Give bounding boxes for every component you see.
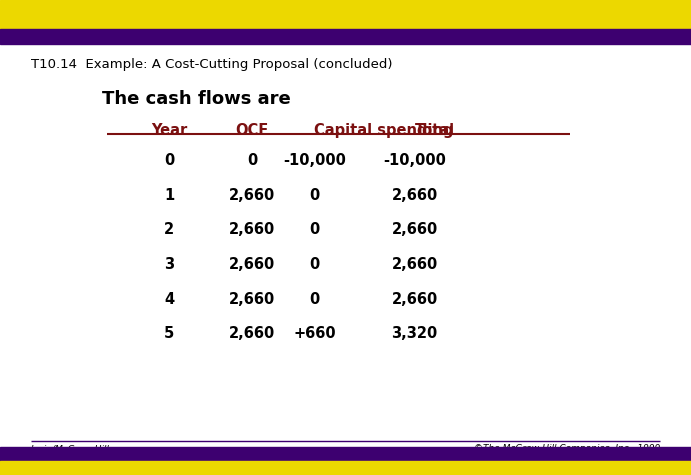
Text: 0: 0	[310, 222, 319, 238]
Text: 2: 2	[164, 222, 174, 238]
Text: T10.14  Example: A Cost-Cutting Proposal (concluded): T10.14 Example: A Cost-Cutting Proposal …	[31, 58, 392, 71]
Text: 2,660: 2,660	[229, 326, 275, 342]
Text: 2,660: 2,660	[229, 292, 275, 307]
Text: -10,000: -10,000	[283, 153, 346, 168]
Text: 2,660: 2,660	[229, 257, 275, 272]
Bar	[0, 446, 691, 461]
Text: -10,000: -10,000	[384, 153, 446, 168]
Text: 1: 1	[164, 188, 174, 203]
Text: 0: 0	[310, 188, 319, 203]
Bar	[0, 29, 691, 44]
Text: 2,660: 2,660	[392, 222, 437, 238]
Text: Irwin/McGraw-Hill: Irwin/McGraw-Hill	[31, 444, 110, 453]
Text: 5: 5	[164, 326, 174, 342]
Text: +660: +660	[293, 326, 336, 342]
Text: 0: 0	[310, 257, 319, 272]
Text: 2,660: 2,660	[229, 222, 275, 238]
Text: Year: Year	[151, 123, 187, 138]
Text: 2,660: 2,660	[392, 292, 437, 307]
Text: 0: 0	[164, 153, 174, 168]
Text: The cash flows are: The cash flows are	[102, 90, 291, 108]
Text: 2,660: 2,660	[229, 188, 275, 203]
Text: 4: 4	[164, 292, 174, 307]
Text: ©The McGraw-Hill Companies, Inc.  1999: ©The McGraw-Hill Companies, Inc. 1999	[473, 444, 660, 453]
Bar	[0, 461, 691, 475]
Text: 3: 3	[164, 257, 174, 272]
Bar	[0, 0, 691, 29]
Text: 3,320: 3,320	[392, 326, 437, 342]
Text: 2,660: 2,660	[392, 188, 437, 203]
Text: 0: 0	[310, 292, 319, 307]
Text: 2,660: 2,660	[392, 257, 437, 272]
Text: OCF: OCF	[236, 123, 269, 138]
Text: Total: Total	[415, 123, 455, 138]
Text: 0: 0	[247, 153, 257, 168]
Text: Capital spending: Capital spending	[314, 123, 454, 138]
